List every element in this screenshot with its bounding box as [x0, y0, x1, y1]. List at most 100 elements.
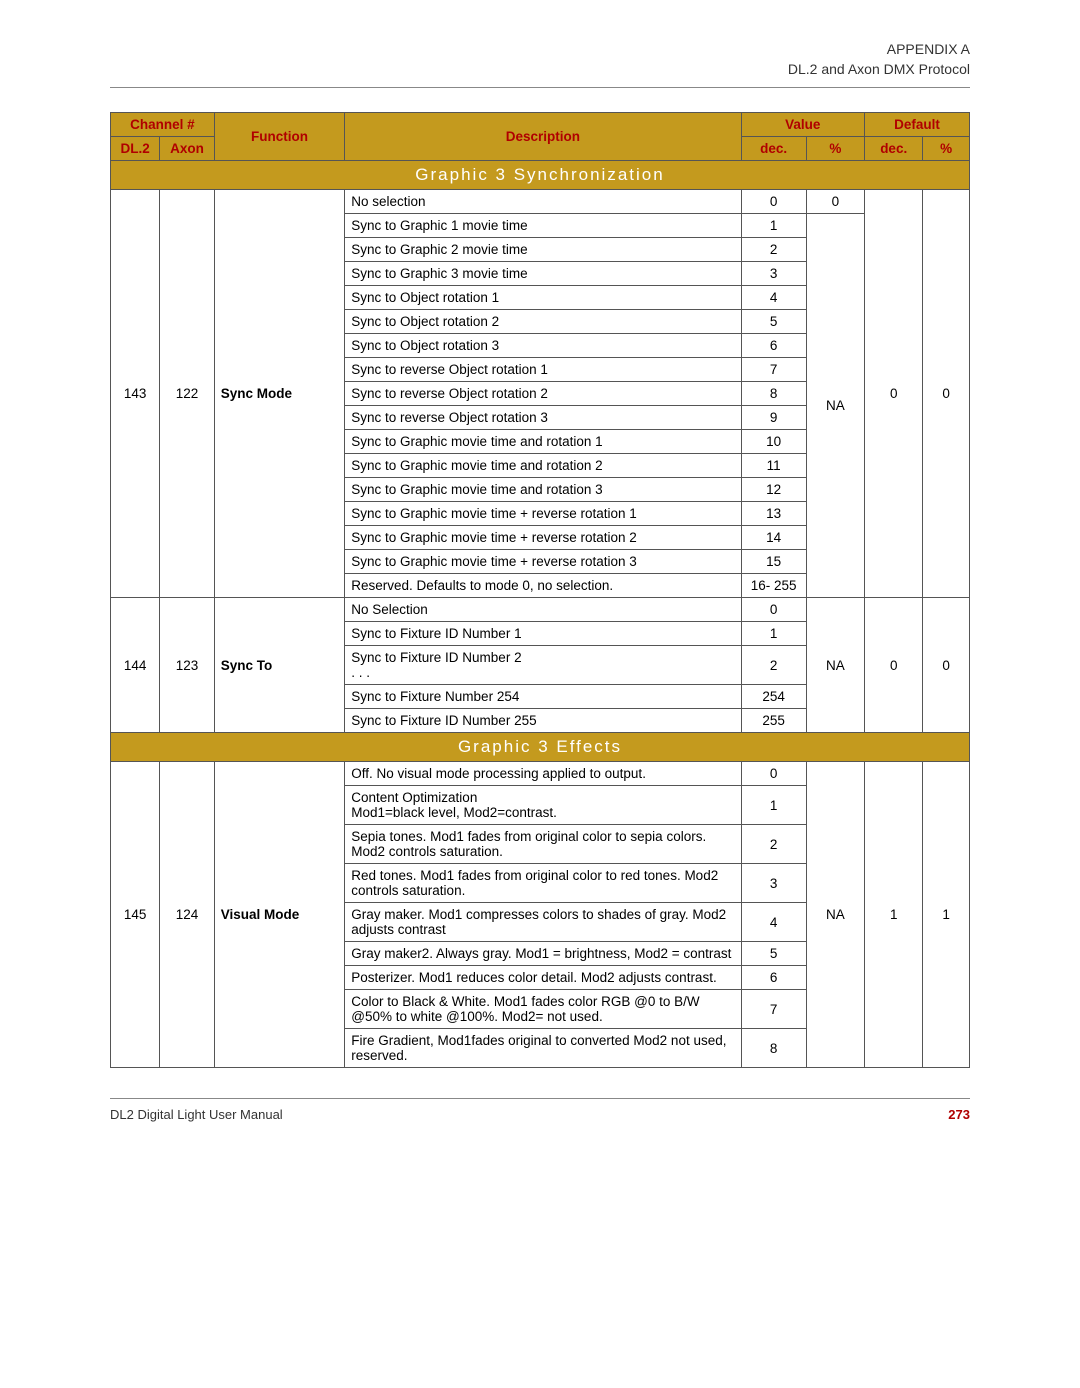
- page-header: APPENDIX A DL.2 and Axon DMX Protocol: [110, 40, 970, 79]
- header-rule: [110, 87, 970, 88]
- cell-description: Gray maker. Mod1 compresses colors to sh…: [345, 903, 741, 942]
- cell-description: Sync to Fixture ID Number 255: [345, 709, 741, 733]
- th-value: Value: [785, 117, 820, 132]
- cell-value-dec: 2: [741, 238, 806, 262]
- dmx-protocol-table: Channel # Function Description Value Def…: [110, 112, 970, 1068]
- cell-value-dec: 6: [741, 966, 806, 990]
- th-default-pct: %: [940, 141, 952, 156]
- cell-default-pct: 0: [923, 190, 970, 598]
- cell-description: Sync to reverse Object rotation 3: [345, 406, 741, 430]
- cell-function: Visual Mode: [214, 762, 345, 1068]
- cell-default-dec: 1: [865, 762, 923, 1068]
- cell-description: Sync to Fixture ID Number 2 . . .: [345, 646, 741, 685]
- cell-default-pct: 1: [923, 762, 970, 1068]
- cell-default-dec: 0: [865, 190, 923, 598]
- table-body: Graphic 3 Synchronization143122Sync Mode…: [111, 161, 970, 1068]
- th-description: Description: [506, 129, 580, 144]
- cell-dl2-channel: 143: [111, 190, 160, 598]
- cell-value-dec: 254: [741, 685, 806, 709]
- cell-value-dec: 4: [741, 286, 806, 310]
- section-header-row: Graphic 3 Effects: [111, 733, 970, 762]
- cell-value-dec: 10: [741, 430, 806, 454]
- cell-value-dec: 0: [741, 598, 806, 622]
- th-channel: Channel #: [130, 117, 195, 132]
- cell-description: Sepia tones. Mod1 fades from original co…: [345, 825, 741, 864]
- cell-value-pct: NA: [806, 214, 864, 598]
- header-subtitle: DL.2 and Axon DMX Protocol: [110, 60, 970, 80]
- cell-value-dec: 9: [741, 406, 806, 430]
- footer-manual-title: DL2 Digital Light User Manual: [110, 1107, 283, 1122]
- document-page: APPENDIX A DL.2 and Axon DMX Protocol Ch…: [0, 0, 1080, 1162]
- cell-description: Sync to Fixture Number 254: [345, 685, 741, 709]
- cell-value-dec: 13: [741, 502, 806, 526]
- cell-value-pct: NA: [806, 598, 864, 733]
- cell-dl2-channel: 145: [111, 762, 160, 1068]
- cell-value-dec: 3: [741, 262, 806, 286]
- cell-description: Red tones. Mod1 fades from original colo…: [345, 864, 741, 903]
- cell-value-dec: 1: [741, 214, 806, 238]
- footer-page-number: 273: [948, 1107, 970, 1122]
- th-value-pct: %: [829, 141, 841, 156]
- th-value-dec: dec.: [760, 141, 787, 156]
- cell-dl2-channel: 144: [111, 598, 160, 733]
- cell-axon-channel: 124: [160, 762, 214, 1068]
- header-appendix: APPENDIX A: [110, 40, 970, 60]
- cell-function: Sync Mode: [214, 190, 345, 598]
- cell-description: Sync to Graphic 3 movie time: [345, 262, 741, 286]
- cell-value-dec: 7: [741, 358, 806, 382]
- cell-value-dec: 7: [741, 990, 806, 1029]
- cell-default-pct: 0: [923, 598, 970, 733]
- th-default-dec: dec.: [880, 141, 907, 156]
- cell-description: Off. No visual mode processing applied t…: [345, 762, 741, 786]
- section-title: Graphic 3 Effects: [111, 733, 970, 762]
- cell-value-dec: 0: [741, 190, 806, 214]
- cell-value-dec: 8: [741, 1029, 806, 1068]
- page-footer: DL2 Digital Light User Manual 273: [110, 1098, 970, 1122]
- cell-value-dec: 4: [741, 903, 806, 942]
- cell-description: Sync to Graphic movie time and rotation …: [345, 478, 741, 502]
- cell-description: Sync to Graphic movie time + reverse rot…: [345, 526, 741, 550]
- cell-value-dec: 14: [741, 526, 806, 550]
- cell-value-dec: 1: [741, 786, 806, 825]
- section-title: Graphic 3 Synchronization: [111, 161, 970, 190]
- cell-value-dec: 15: [741, 550, 806, 574]
- cell-value-dec: 5: [741, 310, 806, 334]
- cell-description: Sync to Graphic movie time + reverse rot…: [345, 502, 741, 526]
- cell-description: No Selection: [345, 598, 741, 622]
- cell-description: Sync to Graphic movie time and rotation …: [345, 454, 741, 478]
- th-default: Default: [894, 117, 940, 132]
- table-head: Channel # Function Description Value Def…: [111, 113, 970, 161]
- th-function: Function: [251, 129, 308, 144]
- cell-description: Sync to Graphic 1 movie time: [345, 214, 741, 238]
- th-axon: Axon: [170, 141, 204, 156]
- cell-axon-channel: 122: [160, 190, 214, 598]
- cell-description: Content Optimization Mod1=black level, M…: [345, 786, 741, 825]
- cell-description: Sync to Object rotation 3: [345, 334, 741, 358]
- cell-value-pct: 0: [806, 190, 864, 214]
- cell-value-dec: 11: [741, 454, 806, 478]
- cell-function: Sync To: [214, 598, 345, 733]
- cell-description: Sync to Graphic movie time + reverse rot…: [345, 550, 741, 574]
- cell-description: No selection: [345, 190, 741, 214]
- table-row: 145124Visual ModeOff. No visual mode pro…: [111, 762, 970, 786]
- section-header-row: Graphic 3 Synchronization: [111, 161, 970, 190]
- table-row: 143122Sync ModeNo selection0000: [111, 190, 970, 214]
- cell-description: Sync to reverse Object rotation 2: [345, 382, 741, 406]
- cell-description: Gray maker2. Always gray. Mod1 = brightn…: [345, 942, 741, 966]
- cell-value-dec: 1: [741, 622, 806, 646]
- cell-description: Sync to Object rotation 2: [345, 310, 741, 334]
- cell-value-dec: 3: [741, 864, 806, 903]
- cell-description: Sync to Graphic 2 movie time: [345, 238, 741, 262]
- cell-value-dec: 6: [741, 334, 806, 358]
- cell-default-dec: 0: [865, 598, 923, 733]
- cell-description: Reserved. Defaults to mode 0, no selecti…: [345, 574, 741, 598]
- cell-value-dec: 8: [741, 382, 806, 406]
- cell-value-dec: 12: [741, 478, 806, 502]
- cell-description: Fire Gradient, Mod1fades original to con…: [345, 1029, 741, 1068]
- cell-value-dec: 255: [741, 709, 806, 733]
- cell-description: Color to Black & White. Mod1 fades color…: [345, 990, 741, 1029]
- cell-axon-channel: 123: [160, 598, 214, 733]
- cell-value-dec: 5: [741, 942, 806, 966]
- th-dl2: DL.2: [120, 141, 149, 156]
- cell-value-dec: 16- 255: [741, 574, 806, 598]
